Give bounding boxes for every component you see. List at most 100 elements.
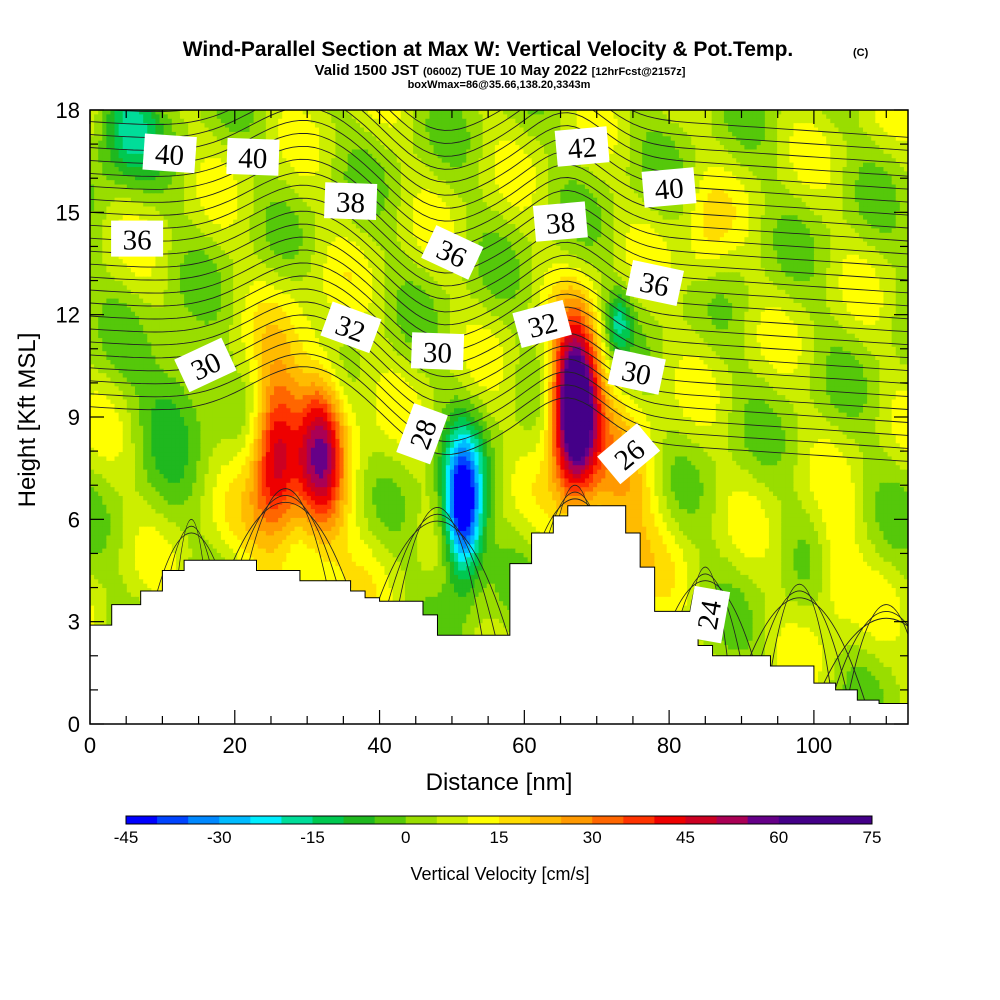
contour-label-text: 38 xyxy=(336,187,366,220)
contour-label-40: 40 xyxy=(641,167,697,208)
colorbar-swatch xyxy=(654,816,686,824)
theta-contour-line xyxy=(90,110,908,203)
colorbar-swatch xyxy=(716,816,749,824)
theta-contour-line xyxy=(105,110,908,164)
theta-contour-line xyxy=(90,171,908,268)
theta-contour-line xyxy=(762,584,837,724)
contour-label-text: 38 xyxy=(545,206,577,240)
contour-label-32: 32 xyxy=(512,299,572,349)
colorbar-swatch xyxy=(561,816,593,824)
y-tick-label: 18 xyxy=(56,98,80,123)
contour-label-text: 36 xyxy=(637,266,672,303)
forecast-info: [12hrFcst@2157z] xyxy=(592,66,686,78)
x-tick-label: 100 xyxy=(796,733,833,758)
contour-label-box xyxy=(597,423,661,485)
contour-label-text: 42 xyxy=(566,131,598,165)
contour-label-box xyxy=(142,133,197,174)
copyright-mark: (C) xyxy=(853,47,869,59)
colorbar-swatch xyxy=(157,816,189,824)
colorbar-swatch xyxy=(840,816,873,824)
contour-label-text: 30 xyxy=(619,355,654,392)
colorbar-frame xyxy=(125,815,873,825)
colorbar-swatch xyxy=(809,816,842,824)
y-tick-label: 6 xyxy=(68,507,80,532)
y-tick-label: 3 xyxy=(68,610,80,635)
theta-contour-line xyxy=(90,314,908,410)
colorbar-swatch xyxy=(126,816,158,824)
theta-contour-line xyxy=(90,288,908,385)
colorbar-tick-label: -45 xyxy=(114,828,139,847)
colorbar-swatch xyxy=(623,816,655,824)
theta-contour-line xyxy=(90,223,908,320)
contour-label-30: 30 xyxy=(174,337,237,393)
chart-subtitle: Valid 1500 JST (0600Z) TUE 10 May 2022 [… xyxy=(315,62,686,79)
theta-contour-line xyxy=(388,110,908,151)
colorbar-tick-label: 15 xyxy=(490,828,509,847)
y-tick-label: 0 xyxy=(68,712,80,737)
contour-label-36: 36 xyxy=(421,225,484,280)
colorbar-swatch xyxy=(499,816,531,824)
theta-contour-line xyxy=(90,145,908,242)
contour-label-box xyxy=(226,137,280,176)
valid-time: Valid 1500 JST xyxy=(315,62,419,79)
y-tick-label: 9 xyxy=(68,405,80,430)
y-tick-label: 12 xyxy=(56,303,80,328)
theta-contour-line xyxy=(90,275,908,372)
colorbar-swatch xyxy=(281,816,313,824)
terrain-profile xyxy=(90,505,908,724)
colorbar-tick-label: 75 xyxy=(863,828,882,847)
x-tick-label: 60 xyxy=(512,733,536,758)
contour-label-36: 36 xyxy=(111,220,164,257)
colorbar-tick-label: -30 xyxy=(207,828,232,847)
contour-label-30: 30 xyxy=(607,348,666,395)
theta-contour-line xyxy=(90,110,908,177)
colorbar-swatch xyxy=(343,816,376,824)
colorbar-tick-label: -15 xyxy=(300,828,325,847)
box-wmax-info: boxWmax=86@35.66,138.20,3343m xyxy=(408,79,591,91)
colorbar-swatch xyxy=(592,816,624,824)
colorbar-tick-label: 45 xyxy=(676,828,695,847)
colorbar-swatch xyxy=(436,816,469,824)
contour-label-box xyxy=(607,348,666,395)
theta-contour-line xyxy=(90,262,908,359)
contour-label-box xyxy=(625,260,684,307)
contour-label-24: 24 xyxy=(685,585,731,644)
contour-label-30: 30 xyxy=(410,332,465,371)
colorbar-swatch xyxy=(747,816,780,824)
theta-contour-line xyxy=(90,236,908,333)
theta-contour-line xyxy=(90,353,908,449)
y-axis-label: Height [Kft MSL] xyxy=(14,333,41,508)
colorbar-swatch xyxy=(219,816,251,824)
x-tick-label: 0 xyxy=(84,733,96,758)
contour-label-text: 40 xyxy=(154,138,185,172)
contour-label-38: 38 xyxy=(324,182,378,220)
colorbar-swatch xyxy=(250,816,282,824)
colorbar-swatch xyxy=(374,816,407,824)
colorbar-tick-label: 30 xyxy=(583,828,602,847)
contour-label-box xyxy=(111,220,164,257)
y-tick-label: 15 xyxy=(56,200,80,225)
contour-label-box xyxy=(512,299,572,349)
contour-label-42: 42 xyxy=(554,126,610,167)
contour-label-box xyxy=(410,332,465,371)
valid-date: TUE 10 May 2022 xyxy=(466,62,588,79)
colorbar-swatch xyxy=(685,816,718,824)
contour-label-text: 40 xyxy=(238,142,268,175)
theta-contour-line xyxy=(90,119,908,216)
x-tick-label: 20 xyxy=(223,733,247,758)
colorbar: -45 -30 -15 0 15 30 45 60 75 xyxy=(114,815,882,847)
chart-title: Wind-Parallel Section at Max W: Vertical… xyxy=(183,38,794,61)
terrain-mask xyxy=(90,505,908,724)
x-tick-label: 40 xyxy=(367,733,391,758)
x-axis-label: Distance [nm] xyxy=(426,769,573,796)
colorbar-swatch xyxy=(467,816,500,824)
contour-label-box xyxy=(685,585,731,644)
theta-contour-line xyxy=(90,184,908,281)
theta-contour-line xyxy=(90,301,908,397)
theta-contour-line xyxy=(824,611,908,724)
contour-label-box xyxy=(532,201,588,242)
